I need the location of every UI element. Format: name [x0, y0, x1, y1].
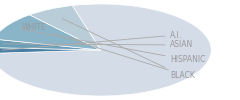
Wedge shape — [0, 39, 101, 50]
Wedge shape — [30, 6, 101, 50]
Text: A.I.: A.I. — [2, 30, 183, 50]
Wedge shape — [0, 4, 211, 96]
Text: HISPANIC: HISPANIC — [21, 29, 206, 64]
Wedge shape — [0, 15, 101, 50]
Text: BLACK: BLACK — [62, 19, 195, 80]
Text: WHITE: WHITE — [22, 24, 168, 70]
Text: ASIAN: ASIAN — [3, 40, 194, 50]
Wedge shape — [0, 48, 101, 53]
